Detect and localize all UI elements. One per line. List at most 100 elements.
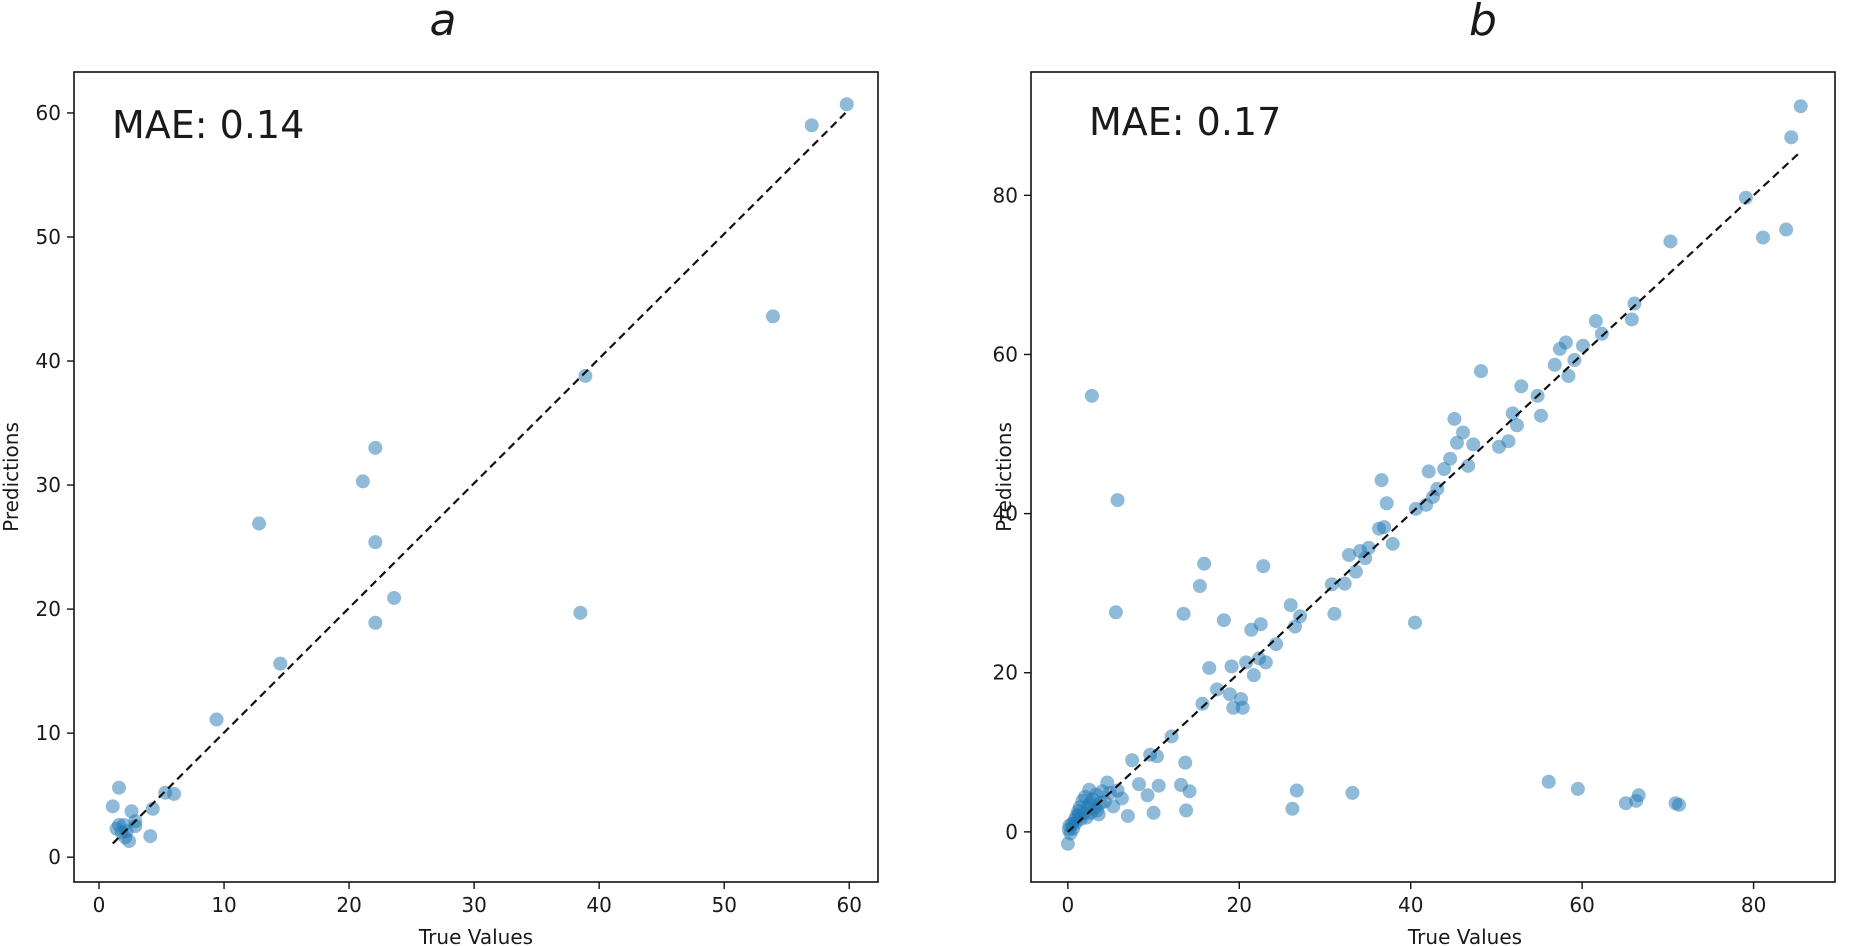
panel-b-data-point	[1408, 615, 1422, 630]
panel-b-data-point	[1258, 655, 1273, 670]
panel-b-data-point	[1202, 660, 1217, 675]
panel-a-data-point	[105, 799, 120, 814]
panel-b-ticks: 0 20 40 60 80 0 20 40 60 80	[993, 183, 1767, 917]
panel-b-data-point	[1385, 536, 1400, 551]
panel-a-y-tick-label: 20	[36, 597, 61, 621]
panel-b-data-point	[1182, 784, 1197, 799]
panel-a-x-tick-label: 30	[461, 893, 486, 917]
panel-b-y-axis-label: Predictions	[992, 422, 1016, 532]
panel-b-data-point	[1663, 234, 1678, 249]
panel-b-y-tick-label: 0	[1005, 820, 1018, 844]
panel-a-y-tick-label: 10	[36, 721, 61, 745]
panel-b-data-point	[1342, 547, 1356, 562]
panel-b-data-point	[1151, 778, 1166, 793]
panel-a-y-tick-label: 0	[48, 845, 61, 869]
panel-b-data-point	[1224, 659, 1239, 674]
panel-a: a 0 10 20 30 40 50 60 0 10 20 30 40 50 60 MAE: 0.14 T…	[0, 0, 879, 946]
panel-b-data-point	[1505, 406, 1520, 421]
panel-b-y-tick-label: 60	[993, 342, 1018, 366]
panel-a-x-tick-label: 0	[93, 893, 106, 917]
panel-b-x-tick-label: 60	[1569, 893, 1594, 917]
panel-a-data-point	[573, 605, 588, 620]
panel-b-data-point	[1627, 296, 1642, 311]
panel-b-data-point	[1510, 418, 1524, 433]
panel-b-data-point	[1216, 613, 1231, 628]
panel-a-y-tick-label: 30	[36, 473, 61, 497]
panel-b-data-point	[1594, 326, 1609, 341]
panel-b-data-point	[1192, 579, 1207, 594]
panel-a-ticks: 0 10 20 30 40 50 60 0 10 20 30 40 50 60	[36, 101, 862, 917]
panel-a-data-point	[167, 786, 182, 801]
panel-b-y-tick-label: 20	[993, 661, 1018, 685]
panel-b-data-point	[1246, 668, 1261, 683]
panel-b-data-point	[1178, 755, 1193, 770]
panel-a-x-tick-label: 40	[586, 893, 611, 917]
panel-b-data-point	[1547, 357, 1562, 372]
panel-b-x-axis-label: True Values	[1407, 925, 1522, 946]
panel-b-data-point	[1631, 788, 1646, 803]
panel-b-data-point	[1514, 379, 1529, 394]
panel-a-data-point	[578, 368, 593, 383]
panel-b-data-point	[1110, 493, 1125, 508]
panel-a-mae-annotation: MAE: 0.14	[112, 103, 304, 147]
panel-a-reference-line	[111, 112, 847, 845]
panel-b-x-tick-label: 80	[1741, 893, 1766, 917]
panel-a-data-point	[252, 516, 267, 531]
panel-b-data-point	[1090, 803, 1104, 818]
panel-a-data-point	[368, 535, 383, 550]
panel-b-data-point	[1624, 312, 1639, 327]
panel-b-data-point	[1567, 353, 1582, 368]
panel-b-data-point	[1456, 425, 1470, 440]
panel-a-data-point	[273, 656, 288, 671]
panel-b-x-tick-label: 40	[1398, 893, 1423, 917]
panel-b-y-tick-label: 40	[993, 502, 1018, 526]
panel-b: b 0 20 40 60 80 0 20 40 60 80 MAE: 0.17 True Valu…	[992, 0, 1836, 946]
panel-a-x-tick-label: 60	[837, 893, 862, 917]
panel-a-y-tick-label: 60	[36, 101, 61, 125]
panel-b-data-point	[1534, 408, 1548, 423]
panel-a-data-point	[804, 118, 819, 133]
panel-b-data-point	[1179, 803, 1194, 818]
panel-b-data-point	[1210, 682, 1224, 697]
panel-b-data-point	[1437, 462, 1452, 477]
panel-a-data-point	[143, 829, 158, 844]
panel-a-points	[105, 97, 854, 849]
panel-b-frame	[1030, 71, 1836, 883]
panel-b-data-point	[1345, 785, 1360, 800]
panel-a-data-point	[209, 712, 224, 727]
panel-b-data-point	[1195, 696, 1210, 711]
panel-b-data-point	[1283, 598, 1298, 613]
panel-b-data-point	[1561, 368, 1576, 383]
panel-b-data-point	[1738, 190, 1753, 205]
panel-a-data-point	[145, 801, 160, 816]
panel-a-y-axis-label: Predictions	[0, 422, 23, 532]
panel-b-data-point	[1501, 434, 1516, 449]
panel-a-data-point	[368, 440, 383, 455]
panel-b-data-point	[1285, 801, 1300, 816]
panel-a-data-point	[387, 590, 402, 605]
panel-b-data-point	[1348, 564, 1363, 579]
panel-b-data-point	[1779, 222, 1794, 237]
panel-a-x-tick-label: 20	[336, 893, 361, 917]
panel-b-x-tick-label: 20	[1227, 893, 1252, 917]
panel-b-data-point	[1337, 576, 1352, 591]
panel-a-x-tick-label: 50	[711, 893, 736, 917]
panel-b-data-point	[1793, 99, 1808, 114]
panel-b-data-point	[1289, 783, 1304, 798]
panel-b-data-point	[1558, 335, 1573, 350]
panel-b-data-point	[1461, 458, 1476, 473]
panel-a-data-point	[765, 309, 780, 324]
panel-b-x-tick-label: 0	[1061, 893, 1074, 917]
panel-b-reference-line	[1067, 153, 1799, 833]
panel-a-title: a	[430, 0, 457, 46]
panel-b-data-point	[1784, 130, 1799, 145]
panel-a-data-point	[122, 834, 137, 849]
panel-b-title: b	[1469, 0, 1497, 46]
panel-b-data-point	[1361, 540, 1376, 555]
panel-a-x-tick-label: 10	[211, 893, 236, 917]
panel-b-data-point	[1146, 805, 1161, 820]
panel-b-data-point	[1253, 617, 1268, 632]
panel-b-data-point	[1114, 791, 1129, 806]
panel-b-data-point	[1541, 774, 1556, 789]
